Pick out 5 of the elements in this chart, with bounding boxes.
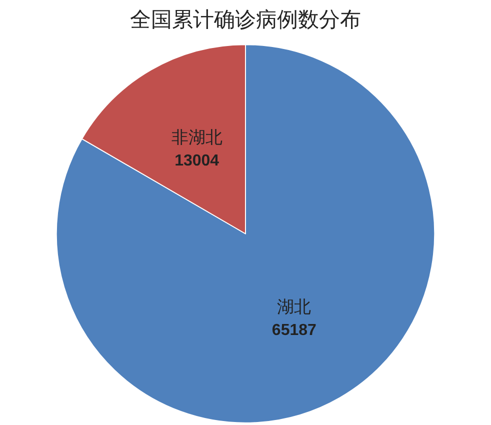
- slice-label: 湖北: [277, 297, 312, 318]
- slice-label: 非湖北: [171, 128, 222, 148]
- data-label: 65187: [272, 322, 317, 339]
- data-label: 13004: [174, 152, 220, 170]
- chart-title: 全国累计确诊病例数分布: [130, 8, 361, 32]
